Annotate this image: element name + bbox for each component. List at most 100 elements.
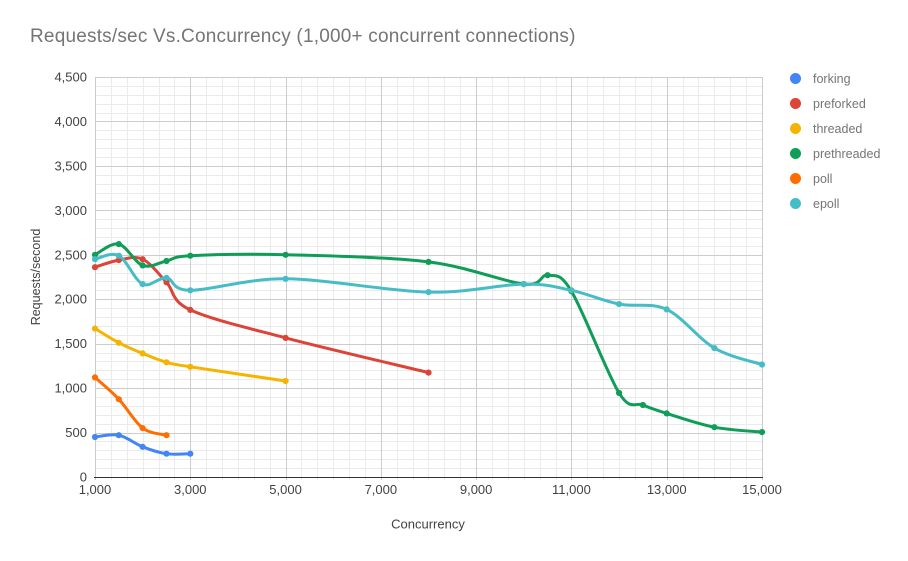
data-point xyxy=(282,251,289,258)
series-preforked xyxy=(91,256,432,376)
series-threaded-points xyxy=(91,325,289,385)
series-poll-points xyxy=(91,374,170,439)
legend-label: threaded xyxy=(813,121,863,136)
data-point xyxy=(91,256,99,263)
data-point xyxy=(163,432,170,439)
data-point xyxy=(115,252,122,259)
data-point xyxy=(91,325,99,332)
series-epoll xyxy=(91,252,766,368)
legend-item-prethreaded: prethreaded xyxy=(790,141,880,166)
x-tick-labels: 1,000 3,000 5,000 7,000 9,000 11,000 13,000 15,… xyxy=(79,482,782,497)
data-point xyxy=(139,281,146,288)
data-point xyxy=(115,339,122,346)
series-prethreaded xyxy=(91,241,766,436)
data-point xyxy=(187,287,194,294)
data-point xyxy=(91,374,99,381)
x-axis-title: Concurrency xyxy=(391,516,465,532)
data-point xyxy=(91,251,99,258)
y-tick-label: 4,000 xyxy=(54,114,87,129)
data-point xyxy=(544,272,551,279)
data-point xyxy=(616,301,623,308)
x-tick-label: 7,000 xyxy=(365,482,398,497)
data-point xyxy=(758,429,766,436)
legend-swatch-icon xyxy=(790,173,801,184)
legend-item-preforked: preforked xyxy=(790,91,880,116)
data-point xyxy=(139,425,146,432)
data-point xyxy=(139,262,146,269)
x-tick-label: 13,000 xyxy=(647,482,687,497)
legend-label: poll xyxy=(813,171,833,186)
y-tick-label: 3,500 xyxy=(54,158,87,173)
grid-minor xyxy=(95,77,763,480)
data-point xyxy=(139,443,146,450)
data-point xyxy=(163,274,170,281)
data-point xyxy=(711,424,718,431)
data-point xyxy=(91,433,99,441)
data-point xyxy=(163,450,170,457)
data-point xyxy=(115,396,122,403)
data-point xyxy=(639,401,647,409)
y-tick-label: 1,500 xyxy=(54,336,87,351)
legend: forking preforked threaded prethreaded poll e… xyxy=(790,66,880,216)
data-point xyxy=(758,361,766,368)
legend-item-threaded: threaded xyxy=(790,116,880,141)
series-poll-line xyxy=(93,375,168,437)
data-point xyxy=(163,279,170,286)
series-forking-points xyxy=(91,432,194,457)
y-tick-label: 500 xyxy=(65,425,87,440)
data-point xyxy=(187,363,194,370)
data-point xyxy=(568,287,575,294)
data-point xyxy=(711,345,718,352)
x-tick-label: 11,000 xyxy=(552,482,591,497)
data-point xyxy=(139,350,146,357)
data-point xyxy=(663,410,670,417)
x-tick-label: 5,000 xyxy=(269,482,302,497)
chart-title: Requests/sec Vs.Concurrency (1,000+ conc… xyxy=(30,26,576,47)
y-tick-label: 2,000 xyxy=(54,292,87,307)
series-forking xyxy=(91,432,194,457)
data-point xyxy=(139,256,146,263)
data-point xyxy=(282,334,289,341)
legend-swatch-icon xyxy=(790,198,801,209)
y-tick-label: 2,500 xyxy=(54,247,87,262)
x-tick-label: 9,000 xyxy=(460,482,493,497)
data-point xyxy=(425,258,432,265)
data-point xyxy=(187,252,194,259)
data-point xyxy=(282,377,289,385)
y-tick-label: 0 xyxy=(80,470,87,485)
data-point xyxy=(425,289,432,296)
legend-label: epoll xyxy=(813,196,840,211)
legend-label: prethreaded xyxy=(813,146,881,161)
data-point xyxy=(282,275,289,282)
series-preforked-points xyxy=(91,256,432,376)
y-tick-label: 3,000 xyxy=(54,203,87,218)
legend-swatch-icon xyxy=(790,148,801,159)
data-point xyxy=(115,241,122,248)
data-point xyxy=(187,450,194,457)
legend-label: preforked xyxy=(813,96,866,111)
legend-swatch-icon xyxy=(790,98,801,109)
legend-swatch-icon xyxy=(790,73,801,84)
series-poll xyxy=(91,374,170,439)
data-point xyxy=(163,359,170,366)
data-point xyxy=(115,432,122,439)
data-point xyxy=(425,369,432,376)
legend-item-epoll: epoll xyxy=(790,191,880,216)
series-prethreaded-points xyxy=(91,241,766,436)
data-point xyxy=(187,306,194,313)
data-point xyxy=(520,281,527,288)
series-epoll-points xyxy=(91,252,766,368)
series-prethreaded-line xyxy=(93,242,764,434)
x-tick-label: 15,000 xyxy=(742,482,782,497)
x-tick-label: 1,000 xyxy=(79,482,112,497)
data-point xyxy=(616,389,623,397)
legend-item-poll: poll xyxy=(790,166,880,191)
data-point xyxy=(91,264,99,271)
legend-label: forking xyxy=(813,71,851,86)
x-tick-label: 3,000 xyxy=(174,482,207,497)
series-threaded xyxy=(91,325,289,385)
legend-item-forking: forking xyxy=(790,66,880,91)
y-tick-label: 4,500 xyxy=(54,70,87,85)
grid-major xyxy=(95,77,763,480)
